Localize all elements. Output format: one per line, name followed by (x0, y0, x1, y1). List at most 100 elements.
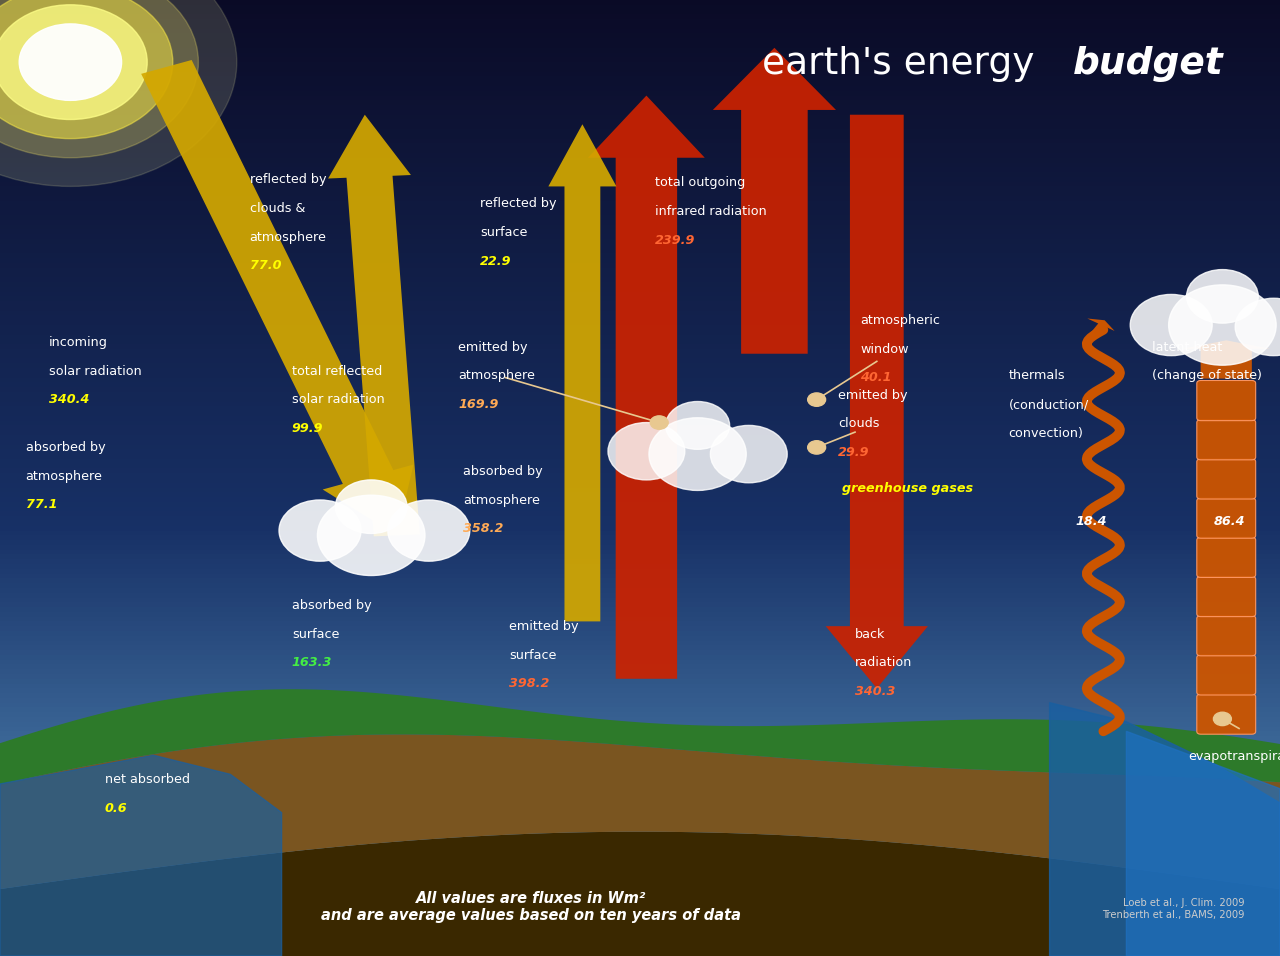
Bar (0, 531, 1280, 535)
Circle shape (1130, 294, 1212, 356)
Text: infrared radiation: infrared radiation (655, 205, 767, 218)
Bar (0, 507, 1280, 511)
Text: atmosphere: atmosphere (26, 469, 102, 483)
FancyArrow shape (713, 48, 836, 354)
Bar (0, 411, 1280, 416)
Bar (0, 186, 1280, 191)
Bar (0, 306, 1280, 311)
Bar (0, 454, 1280, 459)
Bar (0, 703, 1280, 707)
Text: convection): convection) (1009, 426, 1083, 440)
Bar (0, 554, 1280, 559)
Text: total outgoing: total outgoing (655, 176, 746, 189)
Bar (0, 851, 1280, 856)
FancyArrow shape (826, 115, 928, 688)
Bar (0, 468, 1280, 473)
Bar (0, 889, 1280, 894)
Bar (0, 378, 1280, 382)
Bar (0, 115, 1280, 120)
Bar (0, 588, 1280, 593)
Polygon shape (0, 689, 1280, 784)
FancyBboxPatch shape (1197, 655, 1256, 695)
Bar (0, 91, 1280, 96)
Text: back: back (855, 627, 886, 641)
Bar (0, 932, 1280, 937)
Bar (0, 650, 1280, 655)
Bar (0, 196, 1280, 201)
Text: 22.9: 22.9 (480, 254, 512, 268)
Text: atmospheric: atmospheric (860, 314, 940, 327)
Circle shape (0, 0, 237, 186)
Circle shape (808, 441, 826, 454)
Bar (0, 860, 1280, 865)
Bar (0, 182, 1280, 186)
Bar (0, 10, 1280, 14)
Bar (0, 803, 1280, 808)
Bar (0, 296, 1280, 301)
Polygon shape (0, 755, 282, 956)
Bar (0, 870, 1280, 875)
Bar (0, 239, 1280, 244)
Bar (0, 86, 1280, 91)
Bar (0, 320, 1280, 325)
Text: (conduction/: (conduction/ (1009, 398, 1089, 411)
Text: surface: surface (292, 627, 339, 641)
Bar (0, 349, 1280, 354)
Bar (0, 822, 1280, 827)
Bar (0, 335, 1280, 339)
Bar (0, 139, 1280, 143)
Bar (0, 325, 1280, 330)
Bar (0, 750, 1280, 755)
Circle shape (0, 5, 147, 120)
Bar (0, 884, 1280, 889)
Bar (0, 124, 1280, 129)
Bar (0, 913, 1280, 918)
Bar (0, 894, 1280, 899)
Bar (0, 445, 1280, 449)
FancyBboxPatch shape (1197, 576, 1256, 617)
FancyArrow shape (328, 115, 420, 536)
Bar (0, 38, 1280, 43)
Bar (0, 402, 1280, 406)
Bar (0, 564, 1280, 569)
Bar (0, 583, 1280, 588)
Bar (0, 287, 1280, 292)
Circle shape (317, 495, 425, 576)
Bar (0, 272, 1280, 277)
Text: atmosphere: atmosphere (463, 493, 540, 507)
Bar (0, 746, 1280, 750)
Bar (0, 808, 1280, 813)
Bar (0, 120, 1280, 124)
Bar (0, 24, 1280, 29)
Bar (0, 488, 1280, 492)
Circle shape (19, 24, 122, 100)
Bar (0, 574, 1280, 578)
Bar (0, 698, 1280, 703)
Text: solar radiation: solar radiation (49, 364, 141, 378)
Bar (0, 621, 1280, 626)
Bar (0, 96, 1280, 100)
Bar (0, 674, 1280, 679)
Bar (0, 62, 1280, 67)
Bar (0, 464, 1280, 468)
Bar (0, 731, 1280, 736)
Text: 77.1: 77.1 (26, 498, 58, 511)
Bar (0, 177, 1280, 182)
Bar (0, 387, 1280, 392)
Bar (0, 784, 1280, 789)
Bar (0, 502, 1280, 507)
Bar (0, 263, 1280, 268)
Text: emitted by: emitted by (838, 388, 908, 402)
Text: clouds: clouds (838, 417, 879, 430)
Bar (0, 76, 1280, 81)
Bar (0, 392, 1280, 397)
Text: radiation: radiation (855, 656, 913, 669)
Bar (0, 760, 1280, 765)
Bar (0, 578, 1280, 583)
Bar (0, 191, 1280, 196)
Bar (0, 908, 1280, 913)
Bar (0, 875, 1280, 880)
Text: 340.4: 340.4 (49, 393, 90, 406)
Bar (0, 550, 1280, 554)
Text: emitted by: emitted by (509, 619, 579, 633)
